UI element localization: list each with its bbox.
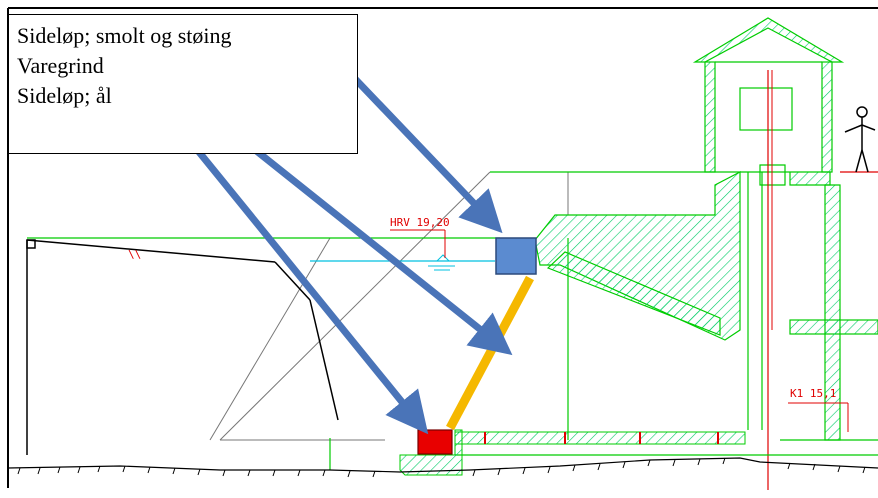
red-tag-small: \\ [128, 248, 141, 261]
legend-item-smolt: Sideløp; smolt og støing [17, 23, 232, 48]
control-house [692, 17, 845, 173]
legend-item-eel: Sideløp; ål [17, 83, 112, 108]
gate-shaft [747, 70, 878, 490]
trash-rack-grating [446, 275, 534, 431]
ground-line [7, 457, 878, 473]
water-level [310, 254, 495, 271]
intake-structure [534, 164, 878, 441]
grey-guide-lines [209, 171, 569, 441]
hrv-annotation: HRV 19,20 [390, 216, 450, 258]
legend-item-grating: Varegrind [17, 53, 104, 78]
ground-ticks [17, 457, 866, 478]
crest-lines [27, 171, 700, 470]
hrv-label: HRV 19,20 [390, 216, 450, 229]
k1-label: K1 15,1 [790, 387, 836, 400]
k1-annotation: K1 15,1 [788, 387, 849, 432]
legend-box: Sideløp; smolt og støing Varegrind Sidel… [8, 14, 358, 154]
eel-bypass-outlet [417, 429, 453, 455]
slab-markers [484, 432, 719, 444]
smolt-bypass-outlet [495, 237, 537, 275]
person-figure-icon [844, 106, 876, 173]
arrow-eel [156, 100, 429, 435]
left-dam-outline [26, 239, 339, 455]
floor-slab [399, 429, 878, 476]
